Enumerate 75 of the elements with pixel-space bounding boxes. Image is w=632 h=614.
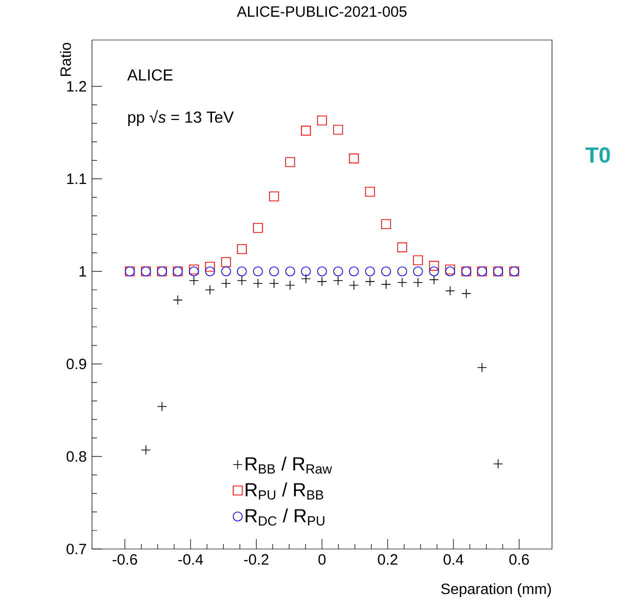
point (205, 284, 215, 295)
point (413, 255, 423, 266)
point (221, 266, 231, 276)
point (413, 266, 423, 276)
point (188, 276, 199, 286)
point (477, 362, 487, 373)
point (269, 278, 279, 288)
point (205, 262, 215, 272)
point (413, 278, 423, 288)
legend-label: R$_{DC}$ / R$_{PU}$ (246, 508, 324, 526)
y-axis-title: Ratio (60, 42, 71, 76)
point (381, 219, 391, 230)
annotation: pp √s = 13 TeV (128, 110, 234, 126)
point (333, 124, 344, 135)
point (205, 266, 215, 276)
point (301, 126, 311, 136)
point (397, 266, 408, 276)
y-tick-label: 0.9 (66, 358, 86, 370)
x-tick-label: 0 (318, 554, 326, 565)
point (253, 266, 263, 276)
point (172, 295, 183, 305)
point (236, 266, 247, 276)
point (285, 266, 296, 276)
point (429, 266, 439, 276)
point (397, 242, 408, 252)
point (285, 157, 296, 168)
point (221, 257, 231, 268)
point (348, 280, 359, 290)
point (301, 274, 311, 284)
point (236, 276, 247, 286)
point (365, 266, 375, 276)
x-tick-label: -0.6 (112, 554, 138, 565)
text: T0 (585, 147, 610, 163)
point (253, 222, 263, 233)
chart-title: ALICE-PUBLIC-2021-005 (236, 6, 406, 17)
point (157, 402, 167, 412)
y-tick-label: 1.2 (67, 81, 86, 92)
x-tick-label: -0.2 (244, 554, 268, 565)
point (333, 276, 344, 286)
annotation: ALICE (127, 69, 173, 81)
point (140, 445, 151, 455)
x-tick-label: -0.4 (178, 554, 204, 565)
point (429, 260, 439, 271)
y-tick-label: 0.8 (66, 451, 86, 462)
point (493, 458, 504, 469)
point (269, 192, 279, 202)
point (317, 116, 327, 126)
point (301, 266, 311, 276)
point (285, 280, 296, 290)
point (236, 244, 247, 254)
point (381, 266, 391, 276)
x-tick-label: 0.4 (444, 554, 464, 565)
point (253, 278, 263, 288)
point (348, 154, 359, 164)
point (365, 186, 375, 197)
y-tick-label: 1 (80, 266, 86, 276)
y-tick-label: 0.7 (66, 544, 86, 554)
y-tick-label: 1.1 (67, 174, 86, 184)
legend-label: R$_{BB}$ / R$_{Raw}$ (246, 456, 332, 474)
point (461, 288, 472, 298)
point (397, 278, 408, 288)
x-axis-title: Separation (mm) (441, 583, 551, 598)
point (333, 266, 344, 276)
point (348, 266, 359, 276)
point (317, 266, 327, 276)
point (445, 286, 456, 296)
point (429, 274, 439, 285)
legend-label: R$_{PU}$ / R$_{BB}$ (246, 482, 324, 500)
point (381, 279, 391, 290)
x-tick-label: 0.6 (509, 554, 529, 565)
x-tick-label: 0.2 (378, 554, 398, 565)
point (365, 276, 375, 286)
point (317, 276, 327, 286)
point (269, 266, 279, 276)
point (221, 278, 231, 288)
